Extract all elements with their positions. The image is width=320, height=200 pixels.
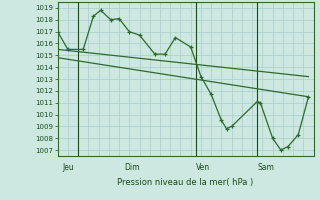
Text: Jeu: Jeu [63, 163, 75, 172]
Text: Dim: Dim [124, 163, 140, 172]
X-axis label: Pression niveau de la mer( hPa ): Pression niveau de la mer( hPa ) [117, 178, 254, 187]
Text: Ven: Ven [196, 163, 210, 172]
Text: Sam: Sam [257, 163, 274, 172]
